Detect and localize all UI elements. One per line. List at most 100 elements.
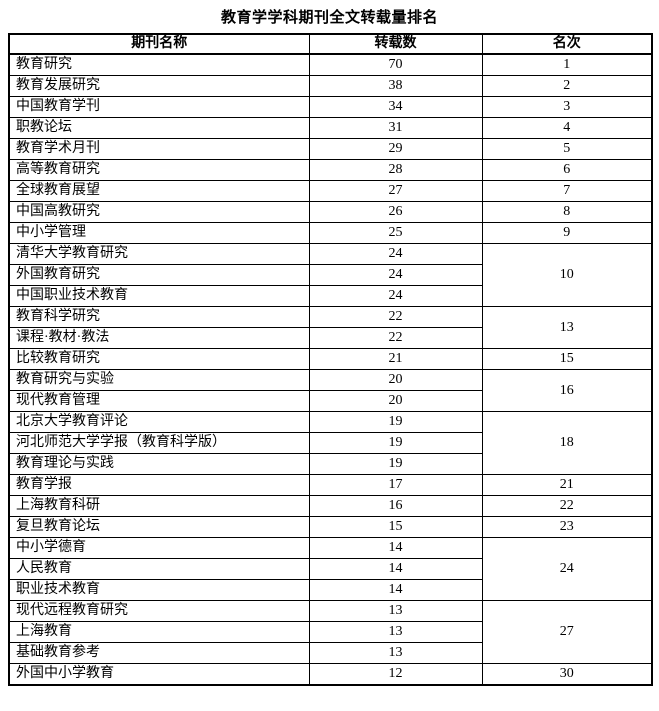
journal-name-cell: 中国高教研究 (8, 201, 310, 223)
table-row: 现代远程教育研究 13 27 (8, 600, 653, 664)
journal-name-cell: 全球教育展望 (8, 180, 310, 202)
journal-name-cell: 中小学管理 (8, 222, 310, 244)
rank-cell: 4 (481, 117, 653, 139)
table-row: 北京大学教育评论 19 18 (8, 411, 653, 475)
rank-cell: 16 (481, 369, 653, 412)
journal-name-cell: 中国教育学刊 (8, 96, 310, 118)
table-row: 中国高教研究 26 8 (8, 201, 653, 223)
journal-name-cell: 教育研究与实验 (8, 369, 310, 391)
journal-name-cell: 职业技术教育 (8, 579, 310, 601)
rank-cell: 13 (481, 306, 653, 349)
reprint-count-cell: 22 (308, 327, 483, 349)
reprint-count-cell: 24 (308, 264, 483, 286)
journal-name-cell: 现代教育管理 (8, 390, 310, 412)
journal-name-cell: 教育发展研究 (8, 75, 310, 97)
reprint-count-cell: 15 (308, 516, 483, 538)
journal-name-cell: 课程·教材·教法 (8, 327, 310, 349)
reprint-count-cell: 19 (308, 432, 483, 454)
table-row: 中小学管理 25 9 (8, 222, 653, 244)
table-row: 河北师范大学学报（教育科学版） 19 (8, 432, 652, 454)
page-title: 教育学学科期刊全文转载量排名 (220, 10, 438, 26)
rank-cell: 24 (481, 537, 653, 601)
reprint-count-cell: 22 (308, 306, 483, 328)
table-row: 比较教育研究 21 15 (8, 348, 653, 370)
reprint-count-cell: 24 (308, 243, 483, 265)
journal-name-cell: 基础教育参考 (8, 642, 310, 664)
table-row: 全球教育展望 27 7 (8, 180, 653, 202)
table-row: 教育研究与实验 20 16 (8, 369, 653, 412)
table-row: 复旦教育论坛 15 23 (8, 516, 653, 538)
table-row: 课程·教材·教法 22 (8, 327, 652, 349)
reprint-count-cell: 31 (308, 117, 483, 139)
rank-cell: 3 (481, 96, 653, 118)
reprint-count-cell: 34 (308, 96, 483, 118)
journal-name-cell: 人民教育 (8, 558, 310, 580)
rank-cell: 9 (481, 222, 653, 244)
table-row: 上海教育 13 (8, 621, 652, 643)
table-row: 中小学德育 14 24 (8, 537, 653, 601)
header-row: 期刊名称 转载数 名次 (8, 33, 653, 55)
reprint-count-cell: 25 (308, 222, 483, 244)
column-header-journal: 期刊名称 (8, 33, 310, 55)
journal-name-cell: 教育学报 (8, 474, 310, 496)
reprint-count-cell: 16 (308, 495, 483, 517)
journal-name-cell: 高等教育研究 (8, 159, 310, 181)
table-row: 上海教育科研 16 22 (8, 495, 653, 517)
column-header-rank: 名次 (481, 33, 653, 55)
reprint-count-cell: 29 (308, 138, 483, 160)
reprint-count-cell: 13 (308, 642, 483, 664)
journal-name-cell: 现代远程教育研究 (8, 600, 310, 622)
table-row: 中国教育学刊 34 3 (8, 96, 653, 118)
journal-name-cell: 北京大学教育评论 (8, 411, 310, 433)
table-row: 教育学报 17 21 (8, 474, 653, 496)
journal-ranking-table: 期刊名称 转载数 名次 教育研究 70 1 教育发展研究 38 2 中国教育学刊 34 3 职教论… (8, 33, 653, 686)
reprint-count-cell: 17 (308, 474, 483, 496)
journal-name-cell: 中小学德育 (8, 537, 310, 559)
table-row: 外国中小学教育 12 30 (8, 663, 653, 686)
reprint-count-cell: 24 (308, 285, 483, 307)
rank-cell: 8 (481, 201, 653, 223)
journal-name-cell: 清华大学教育研究 (8, 243, 310, 265)
reprint-count-cell: 14 (308, 558, 483, 580)
journal-name-cell: 复旦教育论坛 (8, 516, 310, 538)
journal-name-cell: 比较教育研究 (8, 348, 310, 370)
reprint-count-cell: 26 (308, 201, 483, 223)
reprint-count-cell: 20 (308, 369, 483, 391)
journal-name-cell: 教育理论与实践 (8, 453, 310, 475)
rank-cell: 1 (481, 53, 653, 76)
table-row: 人民教育 14 (8, 558, 652, 580)
column-header-count: 转载数 (308, 33, 483, 55)
journal-name-cell: 上海教育科研 (8, 495, 310, 517)
rank-cell: 6 (481, 159, 653, 181)
table-row: 基础教育参考 13 (8, 642, 652, 664)
rank-cell: 7 (481, 180, 653, 202)
table-row: 教育学术月刊 29 5 (8, 138, 653, 160)
reprint-count-cell: 70 (308, 53, 483, 76)
journal-name-cell: 中国职业技术教育 (8, 285, 310, 307)
rank-cell: 30 (481, 663, 653, 686)
reprint-count-cell: 12 (308, 663, 483, 686)
table-row: 教育科学研究 22 13 (8, 306, 653, 349)
reprint-count-cell: 19 (308, 411, 483, 433)
reprint-count-cell: 20 (308, 390, 483, 412)
rank-cell: 18 (481, 411, 653, 475)
reprint-count-cell: 13 (308, 621, 483, 643)
rank-cell: 23 (481, 516, 653, 538)
rank-cell: 22 (481, 495, 653, 517)
reprint-count-cell: 28 (308, 159, 483, 181)
rank-cell: 27 (481, 600, 653, 664)
table-row: 职教论坛 31 4 (8, 117, 653, 139)
reprint-count-cell: 21 (308, 348, 483, 370)
rank-cell: 2 (481, 75, 653, 97)
journal-name-cell: 职教论坛 (8, 117, 310, 139)
table-row: 职业技术教育 14 (8, 579, 652, 601)
journal-name-cell: 教育学术月刊 (8, 138, 310, 160)
reprint-count-cell: 38 (308, 75, 483, 97)
journal-name-cell: 外国教育研究 (8, 264, 310, 286)
journal-name-cell: 教育科学研究 (8, 306, 310, 328)
journal-name-cell: 外国中小学教育 (8, 663, 310, 686)
rank-cell: 10 (481, 243, 653, 307)
reprint-count-cell: 27 (308, 180, 483, 202)
reprint-count-cell: 19 (308, 453, 483, 475)
